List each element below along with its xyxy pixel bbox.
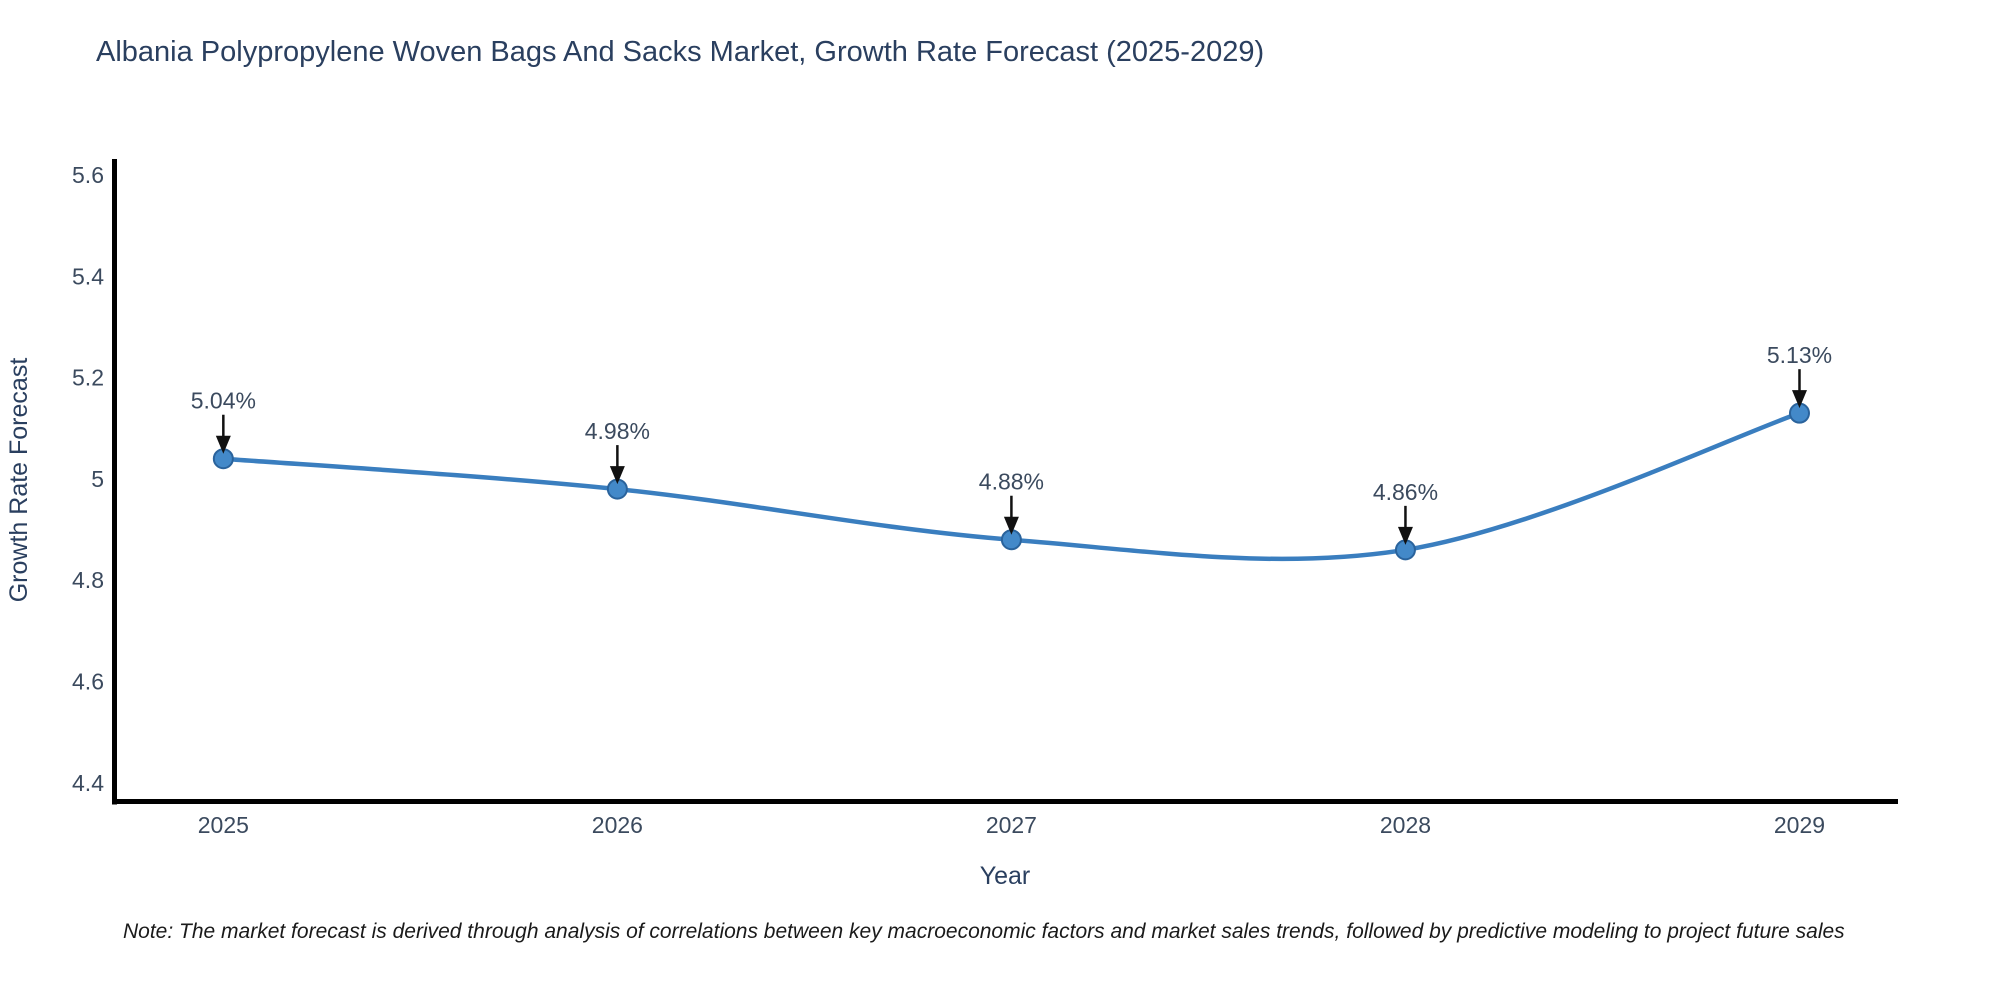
x-tick-label: 2025 — [198, 812, 249, 838]
x-tick-label: 2027 — [986, 812, 1037, 838]
x-tick-label: 2028 — [1380, 812, 1431, 838]
axes — [112, 159, 1898, 805]
annotations: 5.04% 4.98% 4.88% 4.86% 5.13% — [191, 342, 1832, 545]
line-series — [212, 402, 1810, 562]
chart-title: Albania Polypropylene Woven Bags And Sac… — [96, 36, 1265, 68]
y-tick-label: 5.2 — [72, 365, 104, 391]
y-tick-label: 5.6 — [72, 162, 104, 188]
y-axis-label: Growth Rate Forecast — [5, 358, 33, 603]
annotation-arrowhead-icon — [215, 435, 231, 454]
y-tick-label: 5 — [91, 466, 104, 492]
point-annotation: 5.13% — [1767, 342, 1832, 409]
y-tick-label: 4.8 — [72, 567, 104, 593]
point-value-label: 4.98% — [585, 418, 650, 444]
footnote: Note: The market forecast is derived thr… — [123, 920, 1845, 943]
point-value-label: 5.04% — [191, 388, 256, 414]
point-value-label: 4.88% — [979, 469, 1044, 495]
y-tick-label: 4.4 — [72, 770, 104, 796]
point-annotation: 5.04% — [191, 388, 256, 454]
annotation-arrowhead-icon — [1003, 516, 1019, 535]
annotation-arrowhead-icon — [1397, 526, 1413, 545]
point-annotation: 4.88% — [979, 469, 1044, 535]
annotation-arrowhead-icon — [609, 466, 625, 485]
x-axis-label: Year — [980, 862, 1031, 890]
y-tick-label: 5.4 — [72, 263, 104, 289]
point-annotation: 4.86% — [1373, 479, 1438, 545]
point-annotation: 4.98% — [585, 418, 650, 485]
point-value-label: 5.13% — [1767, 342, 1832, 368]
x-tick-label: 2026 — [592, 812, 643, 838]
x-tick-label: 2029 — [1774, 812, 1825, 838]
point-value-label: 4.86% — [1373, 479, 1438, 505]
annotation-arrowhead-icon — [1791, 390, 1807, 409]
y-tick-label: 4.6 — [72, 669, 104, 695]
tick-labels: 4.4 4.6 4.8 5 5.2 5.4 5.6 2025 2026 2027 2028 2029 — [72, 162, 1825, 838]
